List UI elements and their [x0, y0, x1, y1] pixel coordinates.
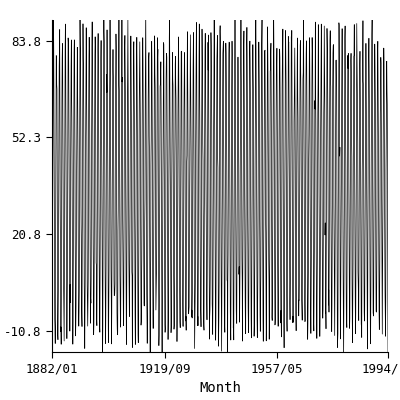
X-axis label: Month: Month: [199, 381, 241, 395]
